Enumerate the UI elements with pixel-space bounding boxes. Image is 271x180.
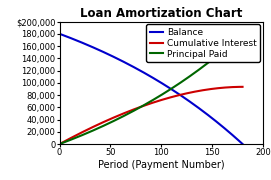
Principal Paid [240, 34, 243, 36]
Line: Principal Paid: Principal Paid [60, 34, 243, 144]
Balance [85, 44, 89, 46]
Cumulative Interest [209, 88, 213, 90]
Cumulative Interest [146, 103, 150, 105]
Principal Paid [145, 102, 149, 105]
Cumulative Interest [241, 86, 244, 88]
Principal Paid [209, 59, 213, 62]
Principal Paid [73, 137, 76, 139]
Balance [241, 143, 244, 145]
Line: Cumulative Interest: Cumulative Interest [60, 87, 243, 144]
Cumulative Interest [240, 86, 243, 88]
Balance [145, 73, 149, 75]
Line: Balance: Balance [60, 34, 243, 144]
Balance [146, 74, 150, 76]
Title: Loan Amortization Chart: Loan Amortization Chart [80, 7, 243, 21]
Legend: Balance, Cumulative Interest, Principal Paid: Balance, Cumulative Interest, Principal … [146, 24, 260, 62]
Balance [209, 116, 213, 118]
Principal Paid [241, 33, 244, 35]
Balance [240, 142, 243, 144]
Cumulative Interest [58, 143, 61, 145]
Principal Paid [85, 132, 89, 134]
Principal Paid [58, 143, 61, 145]
X-axis label: Period (Payment Number): Period (Payment Number) [98, 160, 225, 170]
Cumulative Interest [73, 135, 76, 137]
Balance [73, 39, 76, 41]
Principal Paid [146, 102, 150, 104]
Balance [58, 33, 61, 35]
Cumulative Interest [145, 103, 149, 106]
Cumulative Interest [85, 129, 89, 131]
